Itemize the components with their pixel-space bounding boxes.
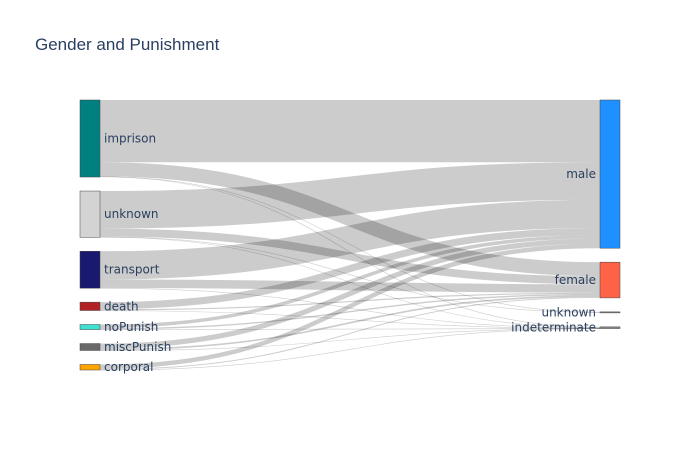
link-imprison-to-unknown[interactable] bbox=[99, 176, 601, 313]
target-label-unknown: unknown bbox=[541, 305, 596, 319]
source-label-imprison: imprison bbox=[104, 132, 156, 146]
link-unknown-to-female[interactable] bbox=[99, 228, 601, 285]
link-unknown-to-indeterminate[interactable] bbox=[99, 236, 601, 328]
link-miscpunish-to-female[interactable] bbox=[99, 295, 601, 351]
link-transport-to-indeterminate[interactable] bbox=[99, 287, 601, 329]
source-node-death[interactable] bbox=[79, 301, 101, 311]
sankey-links bbox=[99, 99, 601, 371]
target-node-male[interactable] bbox=[599, 99, 621, 249]
link-nopunish-to-indeterminate[interactable] bbox=[99, 328, 601, 331]
source-node-unknown[interactable] bbox=[79, 190, 101, 238]
link-miscpunish-to-male[interactable] bbox=[99, 238, 601, 349]
source-node-transport[interactable] bbox=[79, 251, 101, 289]
source-label-death: death bbox=[104, 299, 139, 313]
link-corporal-to-male[interactable] bbox=[99, 243, 601, 369]
link-death-to-indeterminate[interactable] bbox=[99, 310, 601, 329]
source-node-corporal[interactable] bbox=[79, 364, 101, 371]
target-node-female[interactable] bbox=[599, 261, 621, 299]
link-transport-to-male[interactable] bbox=[99, 199, 601, 280]
target-label-male: male bbox=[566, 167, 596, 181]
sankey-labels: imprison unknown transport death noPunish mis… bbox=[104, 132, 596, 375]
sankey-nodes bbox=[79, 99, 621, 371]
link-unknown-to-unknown[interactable] bbox=[99, 236, 601, 313]
link-corporal-to-female[interactable] bbox=[99, 296, 601, 370]
link-death-to-male[interactable] bbox=[99, 227, 601, 310]
source-node-nopunish[interactable] bbox=[79, 324, 101, 330]
link-transport-to-female[interactable] bbox=[99, 279, 601, 293]
source-label-unknown: unknown bbox=[104, 207, 159, 221]
source-label-nopunish: noPunish bbox=[104, 320, 158, 334]
link-death-to-female[interactable] bbox=[99, 292, 601, 311]
link-miscpunish-to-indeterminate[interactable] bbox=[99, 328, 601, 351]
chart-title: Gender and Punishment bbox=[35, 35, 220, 54]
target-node-unknown[interactable] bbox=[599, 311, 621, 314]
link-imprison-to-female[interactable] bbox=[99, 162, 601, 277]
target-node-indeterminate[interactable] bbox=[599, 326, 621, 329]
source-node-miscpunish[interactable] bbox=[79, 343, 101, 351]
link-imprison-to-indeterminate[interactable] bbox=[99, 176, 601, 328]
link-nopunish-to-female[interactable] bbox=[99, 293, 601, 330]
source-label-miscpunish: miscPunish bbox=[104, 340, 171, 354]
link-unknown-to-male[interactable] bbox=[99, 162, 601, 229]
link-corporal-to-indeterminate[interactable] bbox=[99, 328, 601, 371]
source-label-corporal: corporal bbox=[104, 360, 153, 374]
source-node-imprison[interactable] bbox=[79, 99, 101, 178]
source-label-transport: transport bbox=[104, 263, 160, 277]
target-label-indeterminate: indeterminate bbox=[511, 321, 596, 335]
link-nopunish-to-male[interactable] bbox=[99, 235, 601, 329]
target-label-female: female bbox=[555, 273, 596, 287]
